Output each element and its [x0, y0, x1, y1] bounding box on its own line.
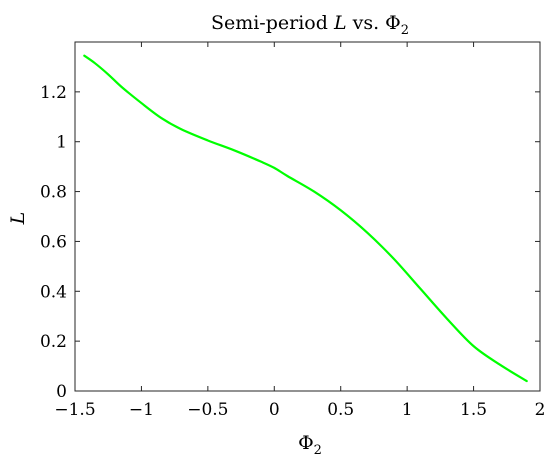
- y-tick-label: 0.4: [40, 282, 67, 302]
- x-tick-label: 1: [402, 400, 413, 420]
- x-tick-label: 0.5: [327, 400, 354, 420]
- y-axis-label: L: [7, 212, 29, 226]
- y-axis-ticks: 0 0.2 0.4 0.6 0.8 1 1.2: [40, 83, 540, 402]
- y-tick-label: 0.6: [40, 232, 67, 252]
- plot-frame: [74, 41, 541, 392]
- y-tick-label: 0.8: [40, 183, 67, 203]
- y-tick-label: 0: [56, 382, 67, 402]
- series-line: [83, 54, 528, 383]
- x-tick-label: −1: [129, 400, 154, 420]
- y-tick-label: 1: [56, 133, 67, 153]
- x-tick-label: 2: [535, 400, 546, 420]
- chart-title: Semi-period L vs. Φ2: [211, 12, 409, 38]
- y-tick-label: 1.2: [40, 83, 67, 103]
- y-tick-label: 0.2: [40, 332, 67, 352]
- x-axis-label: Φ2: [298, 432, 322, 458]
- x-tick-label: 1.5: [460, 400, 487, 420]
- series-layer: [83, 54, 528, 383]
- x-tick-label: −1.5: [54, 400, 95, 420]
- x-tick-label: −0.5: [187, 400, 228, 420]
- x-axis-ticks: −1.5 −1 −0.5 0 0.5 1 1.5 2: [54, 42, 545, 420]
- x-tick-label: 0: [269, 400, 280, 420]
